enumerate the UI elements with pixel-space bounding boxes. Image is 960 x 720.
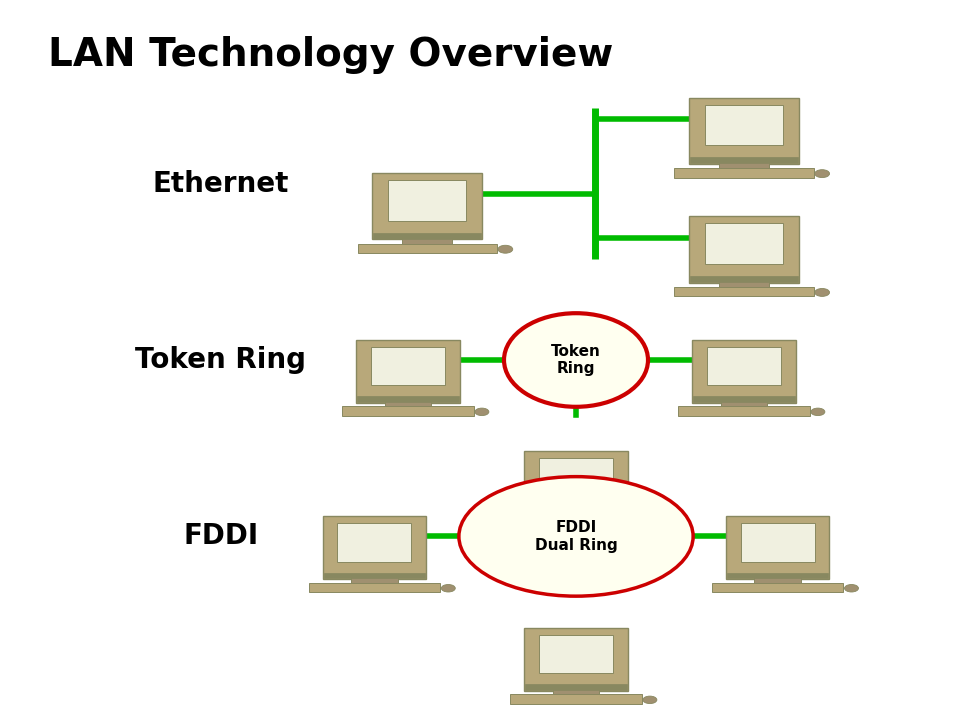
FancyBboxPatch shape — [689, 98, 799, 164]
Ellipse shape — [811, 408, 825, 415]
FancyBboxPatch shape — [402, 238, 452, 245]
Ellipse shape — [475, 408, 489, 415]
Ellipse shape — [478, 497, 674, 576]
FancyBboxPatch shape — [357, 243, 497, 253]
FancyBboxPatch shape — [727, 572, 828, 578]
FancyBboxPatch shape — [719, 280, 769, 288]
FancyBboxPatch shape — [388, 180, 467, 221]
FancyBboxPatch shape — [385, 400, 431, 408]
FancyBboxPatch shape — [690, 276, 798, 282]
FancyBboxPatch shape — [689, 216, 799, 282]
FancyBboxPatch shape — [726, 516, 829, 579]
FancyBboxPatch shape — [678, 407, 810, 415]
FancyBboxPatch shape — [372, 346, 444, 385]
Ellipse shape — [815, 289, 829, 297]
FancyBboxPatch shape — [690, 157, 798, 163]
FancyBboxPatch shape — [741, 523, 814, 562]
FancyBboxPatch shape — [553, 688, 599, 696]
Ellipse shape — [815, 170, 829, 178]
FancyBboxPatch shape — [525, 508, 627, 513]
FancyBboxPatch shape — [324, 572, 425, 578]
FancyBboxPatch shape — [510, 695, 642, 703]
FancyBboxPatch shape — [351, 577, 397, 585]
FancyBboxPatch shape — [510, 518, 642, 527]
FancyBboxPatch shape — [357, 396, 459, 402]
FancyBboxPatch shape — [692, 340, 796, 402]
Ellipse shape — [504, 313, 648, 407]
Ellipse shape — [459, 477, 693, 596]
FancyBboxPatch shape — [338, 523, 411, 562]
FancyBboxPatch shape — [372, 174, 482, 239]
Text: FDDI: FDDI — [183, 523, 258, 550]
FancyBboxPatch shape — [323, 516, 426, 579]
FancyBboxPatch shape — [373, 233, 481, 239]
Text: LAN Technology Overview: LAN Technology Overview — [48, 36, 613, 74]
FancyBboxPatch shape — [674, 168, 813, 178]
Ellipse shape — [643, 696, 657, 703]
FancyBboxPatch shape — [308, 583, 441, 592]
FancyBboxPatch shape — [525, 684, 627, 690]
FancyBboxPatch shape — [674, 287, 813, 297]
FancyBboxPatch shape — [524, 628, 628, 690]
FancyBboxPatch shape — [719, 161, 769, 169]
FancyBboxPatch shape — [540, 634, 612, 673]
FancyBboxPatch shape — [721, 400, 767, 408]
FancyBboxPatch shape — [755, 577, 801, 585]
FancyBboxPatch shape — [705, 223, 783, 264]
FancyBboxPatch shape — [711, 583, 844, 592]
FancyBboxPatch shape — [356, 340, 460, 402]
Ellipse shape — [442, 585, 455, 592]
FancyBboxPatch shape — [693, 396, 795, 402]
FancyBboxPatch shape — [342, 407, 474, 415]
Text: Token
Ring: Token Ring — [551, 344, 601, 376]
Text: FDDI
Dual Ring: FDDI Dual Ring — [535, 520, 617, 553]
FancyBboxPatch shape — [553, 512, 599, 520]
FancyBboxPatch shape — [705, 104, 783, 145]
Ellipse shape — [470, 490, 682, 583]
Ellipse shape — [643, 520, 657, 527]
Text: Ethernet: Ethernet — [153, 170, 289, 197]
FancyBboxPatch shape — [708, 346, 780, 385]
Ellipse shape — [845, 585, 858, 592]
FancyBboxPatch shape — [524, 451, 628, 514]
Ellipse shape — [498, 246, 513, 253]
Text: Token Ring: Token Ring — [135, 346, 306, 374]
FancyBboxPatch shape — [540, 458, 612, 497]
